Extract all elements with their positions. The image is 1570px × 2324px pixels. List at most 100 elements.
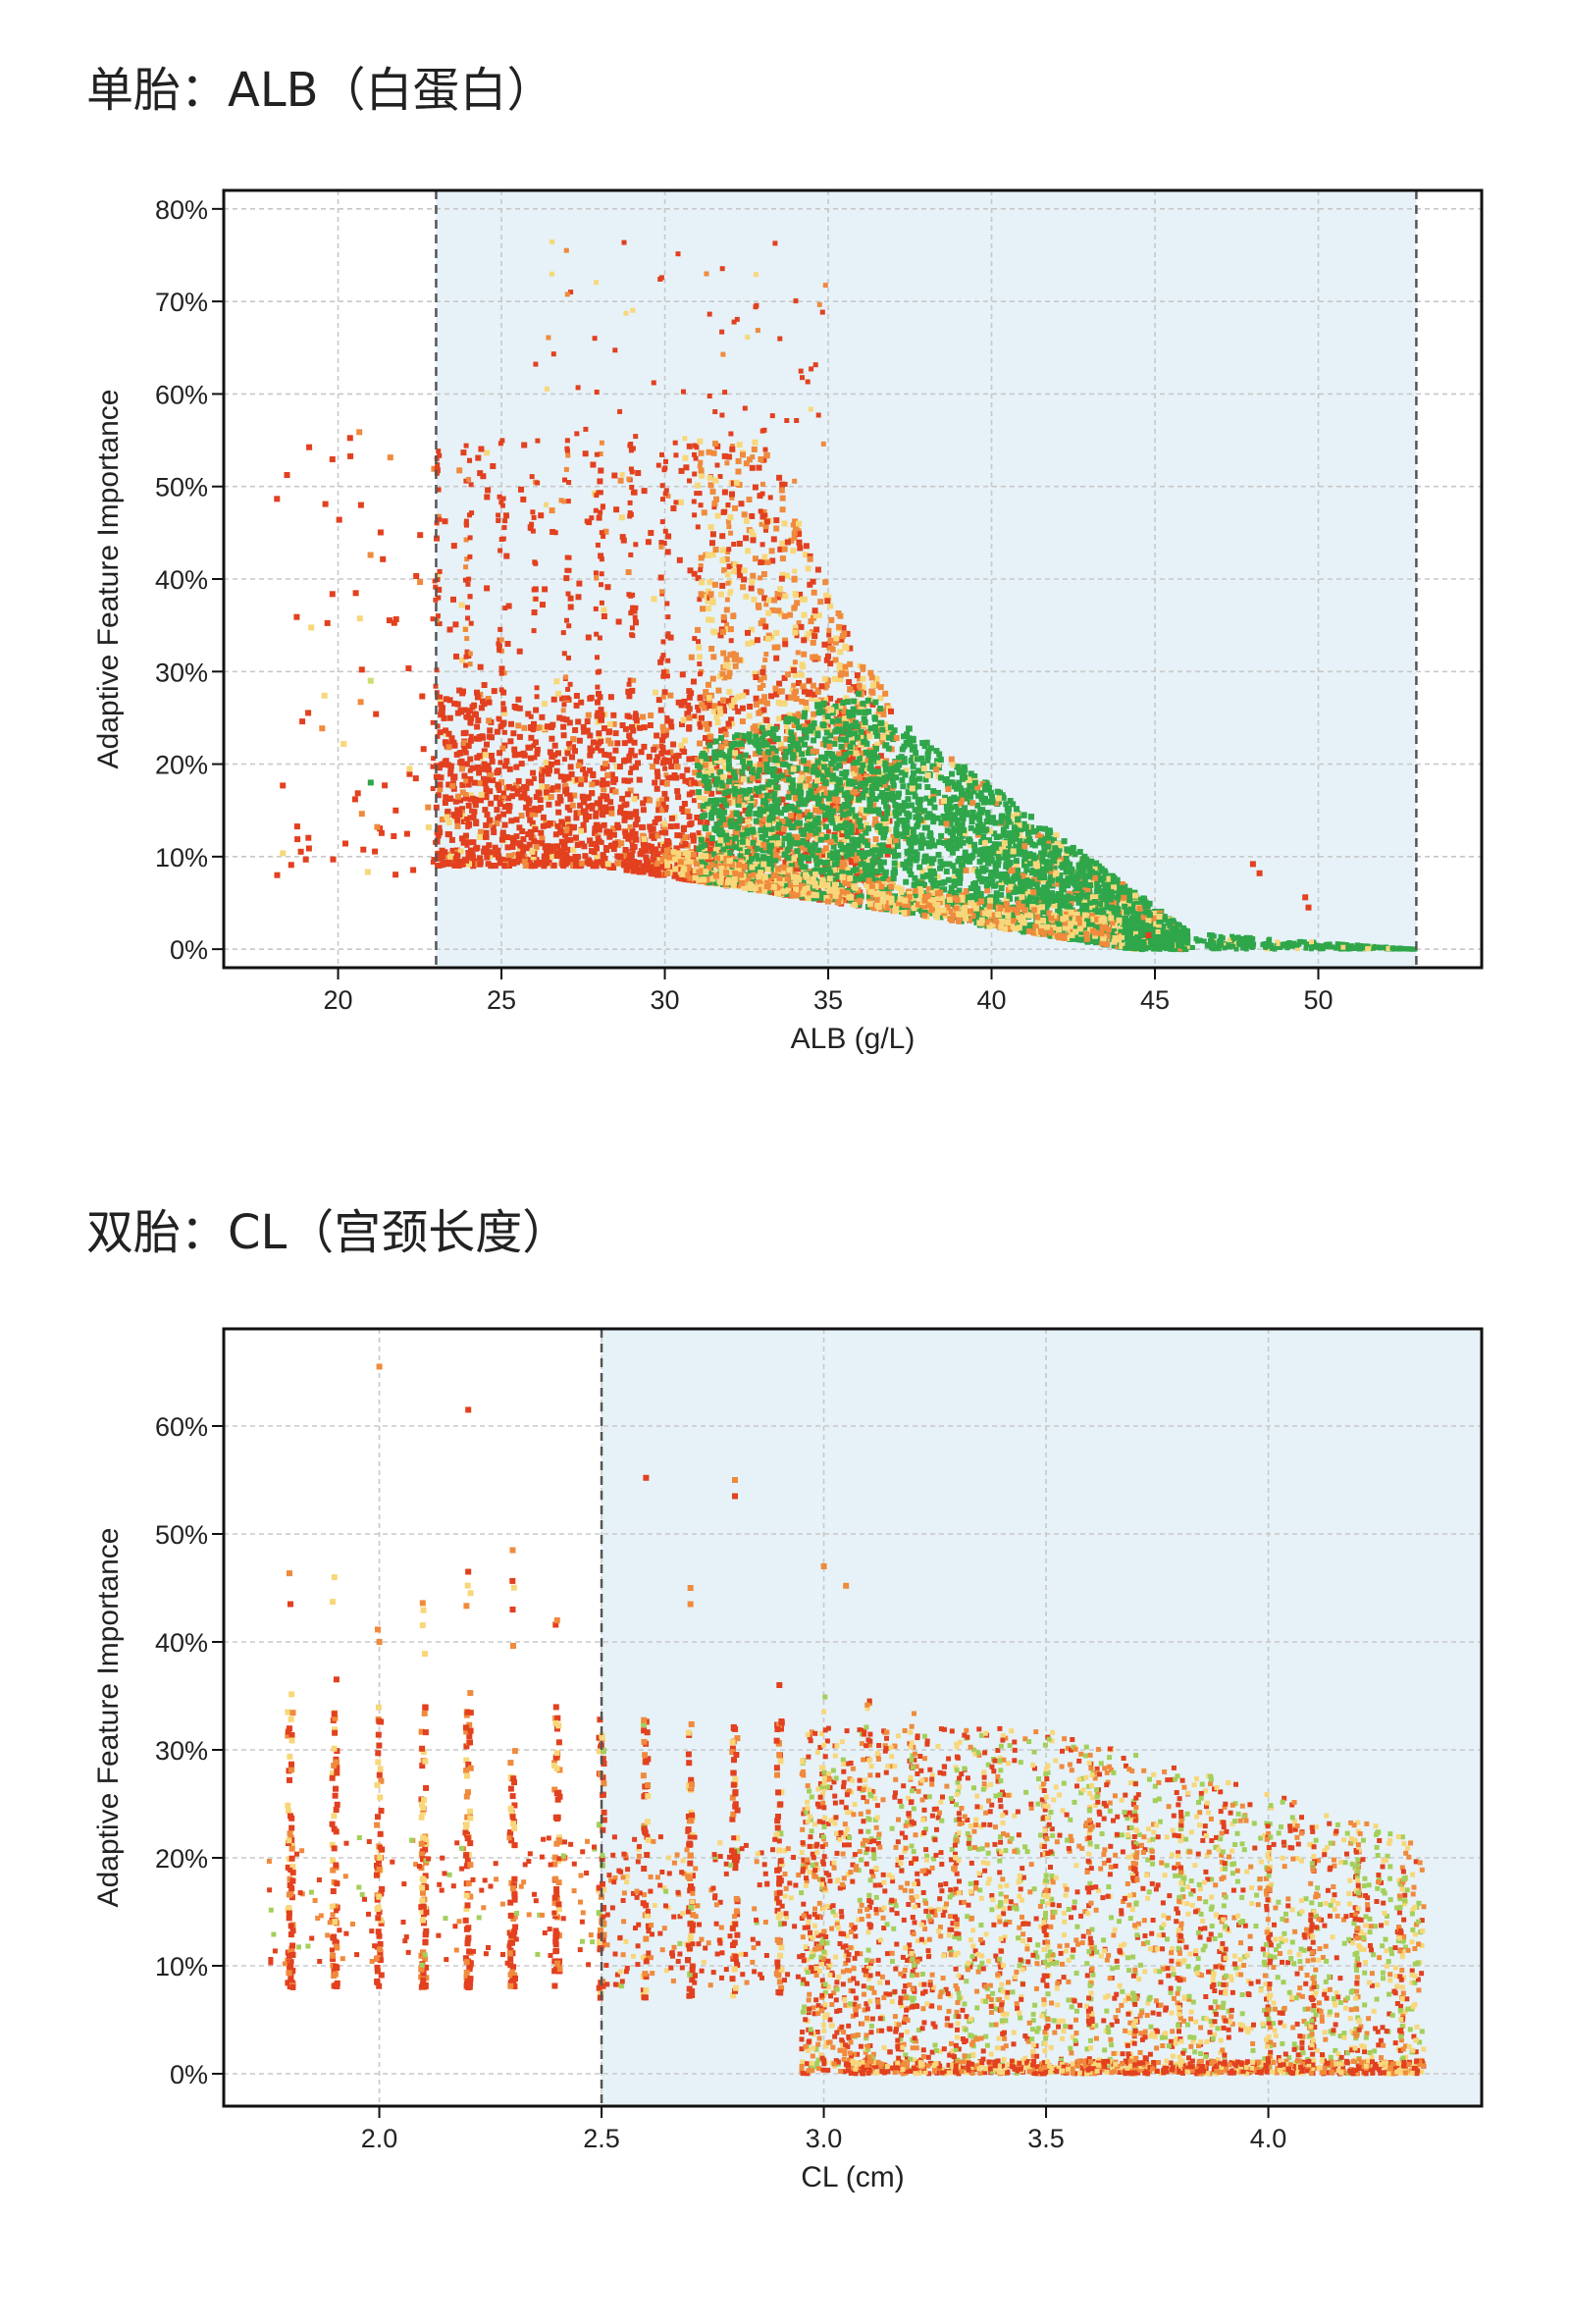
data-point — [613, 764, 620, 770]
data-point — [809, 366, 814, 372]
data-point — [777, 741, 784, 748]
data-point — [803, 783, 810, 790]
data-point — [551, 742, 558, 749]
data-point — [643, 854, 650, 861]
data-point — [1135, 913, 1142, 920]
data-point — [698, 724, 704, 730]
data-point — [715, 788, 722, 795]
data-point — [978, 839, 985, 845]
data-point — [542, 701, 549, 707]
data-point — [531, 720, 537, 727]
data-point — [696, 794, 703, 801]
data-point — [810, 639, 816, 646]
data-point — [708, 840, 715, 847]
data-point — [564, 291, 570, 297]
data-point — [817, 697, 824, 704]
data-point — [564, 438, 570, 444]
data-point — [757, 721, 762, 727]
data-point — [732, 662, 739, 669]
data-point — [455, 793, 461, 800]
data-point — [1010, 851, 1017, 858]
data-point — [595, 699, 601, 706]
data-point — [494, 728, 500, 735]
data-point — [561, 821, 568, 828]
data-point — [739, 802, 746, 808]
data-point — [662, 760, 668, 765]
data-point — [505, 808, 512, 815]
data-point — [628, 466, 634, 472]
data-point — [612, 347, 618, 353]
data-point — [598, 509, 603, 515]
data-point — [875, 768, 882, 775]
data-point — [762, 657, 768, 662]
data-point — [489, 758, 496, 765]
data-point — [686, 756, 693, 763]
data-point — [1068, 900, 1074, 907]
data-point — [546, 335, 551, 341]
data-point — [441, 714, 447, 721]
data-point — [719, 556, 726, 563]
data-point — [738, 501, 745, 507]
data-point — [593, 822, 600, 829]
data-point — [461, 739, 468, 746]
data-point — [499, 721, 506, 728]
data-point — [711, 504, 717, 510]
data-point — [609, 787, 616, 794]
data-point — [660, 639, 666, 645]
data-point — [673, 500, 679, 505]
data-point — [713, 496, 719, 502]
data-point — [529, 474, 535, 480]
data-point — [944, 827, 951, 834]
data-point — [324, 619, 331, 626]
data-point — [465, 802, 472, 809]
data-point — [919, 873, 926, 880]
data-point — [745, 629, 751, 636]
data-point — [811, 691, 817, 698]
data-point — [297, 848, 304, 855]
data-point — [500, 701, 506, 707]
data-point — [731, 656, 738, 662]
data-point — [380, 555, 387, 562]
data-point — [548, 854, 554, 860]
data-point — [753, 555, 759, 562]
data-point — [761, 427, 767, 433]
data-point — [391, 619, 397, 626]
data-point — [329, 591, 336, 598]
data-point — [740, 692, 747, 699]
data-point — [826, 627, 832, 633]
data-point — [1059, 879, 1066, 886]
data-point — [510, 730, 517, 737]
data-point — [955, 808, 962, 815]
data-point — [463, 778, 469, 784]
data-point — [781, 520, 788, 527]
data-point — [679, 842, 686, 849]
data-point — [808, 764, 814, 770]
data-point — [758, 698, 764, 705]
data-point — [1001, 843, 1008, 850]
data-point — [769, 557, 776, 564]
data-point — [659, 656, 665, 661]
data-point — [930, 796, 937, 803]
data-point — [820, 722, 827, 729]
data-point — [857, 792, 863, 798]
data-point — [885, 731, 892, 738]
data-point — [870, 681, 877, 688]
data-point — [826, 645, 832, 651]
data-point — [724, 571, 731, 578]
data-point — [1017, 831, 1023, 838]
data-point — [529, 521, 535, 527]
data-point — [451, 700, 458, 707]
data-point — [890, 736, 897, 743]
data-point — [702, 762, 708, 768]
data-point — [545, 843, 551, 850]
data-point — [440, 705, 445, 712]
data-point — [437, 568, 443, 574]
data-point — [723, 607, 730, 613]
data-point — [909, 746, 916, 753]
data-point — [280, 782, 287, 789]
data-point — [557, 853, 564, 860]
data-point — [709, 552, 716, 558]
data-point — [855, 726, 861, 733]
data-point — [552, 831, 559, 838]
data-point — [791, 713, 797, 719]
